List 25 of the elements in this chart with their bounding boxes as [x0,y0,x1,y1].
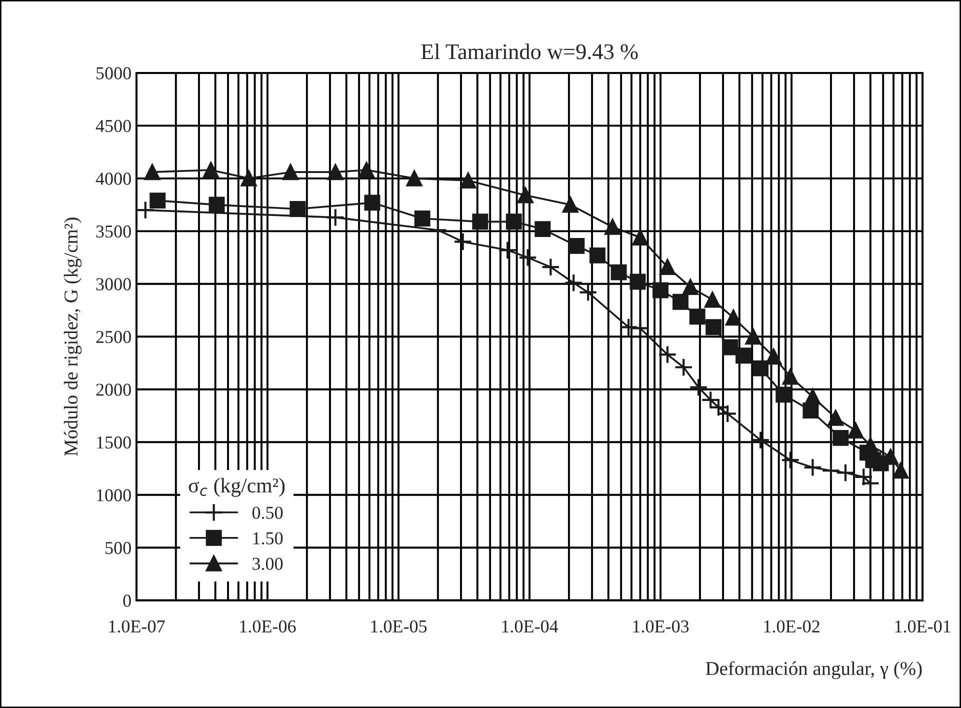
y-tick-label: 500 [106,542,131,554]
x-tick-label: 1.0E-06 [240,620,296,633]
y-tick-label: 1500 [97,436,131,449]
x-tick-label: 1.0E-07 [109,620,165,633]
legend-label: 1.50 [253,532,283,544]
y-tick-label: 2000 [96,384,131,396]
x-tick-label: 1.0E-01 [895,620,950,633]
y-tick-label: 3000 [96,278,131,290]
legend-label: 3.00 [252,558,283,570]
legend-label: 0.50 [252,506,283,519]
y-tick-label: 0 [123,594,131,607]
y-tick-label: 5000 [96,67,131,80]
y-tick-label: 4000 [96,172,131,185]
y-tick-label: 1000 [97,489,131,502]
x-tick-label: 1.0E-05 [371,620,427,633]
legend-title: σ$_{c}$ (kg/cm²) [188,478,285,497]
x-tick-label: 1.0E-03 [633,620,689,633]
y-tick-label: 3500 [96,225,131,238]
y-axis-title: Módulo de rigidez, G (kg/cm²) [64,218,82,456]
y-tick-label: 2500 [96,330,131,344]
chart-title: El Tamarindo w=9.43 % [421,44,638,60]
y-tick-label: 4500 [96,120,131,132]
x-tick-label: 1.0E-04 [502,620,558,633]
x-axis-title: Deformación angular, γ (%) [706,661,922,680]
x-tick-label: 1.0E-02 [764,620,820,633]
